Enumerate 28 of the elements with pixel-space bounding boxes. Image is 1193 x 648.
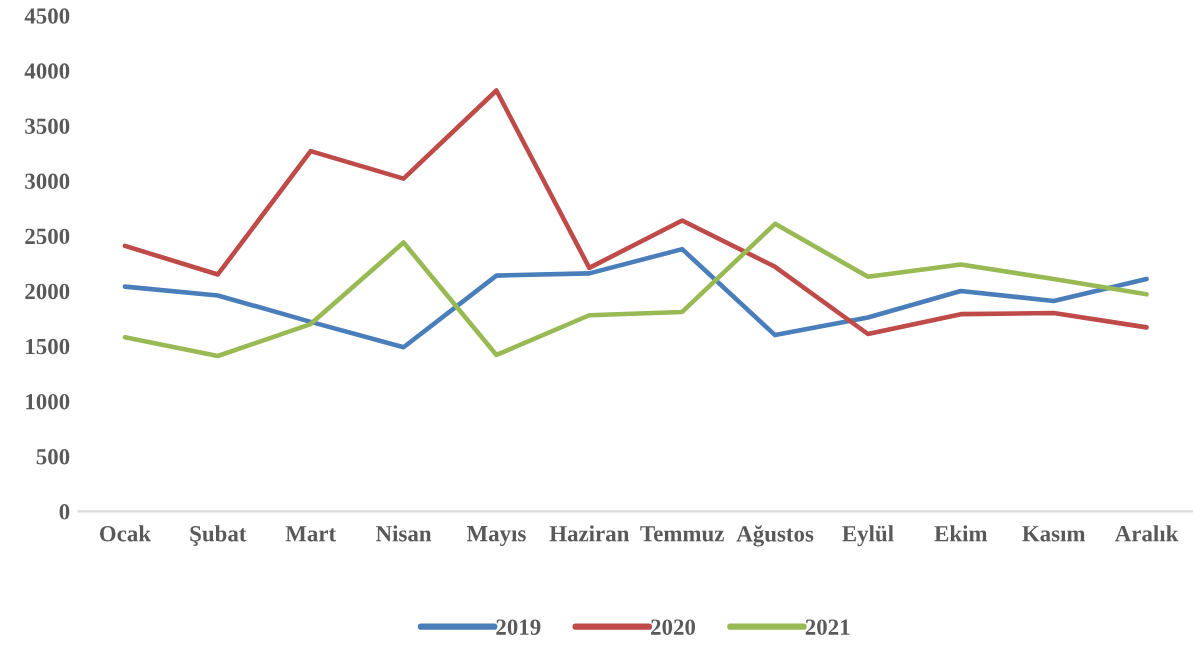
y-tick-label: 4500 [24,8,70,24]
line-series [122,246,1149,350]
y-tick-label: 3500 [25,118,70,134]
x-tick-label: Nisan [375,525,432,542]
y-tick-label: 0 [59,504,70,520]
x-tick-label: Ekim [934,525,988,542]
legend-label: 2019 [496,619,541,635]
x-tick-label: Haziran [549,525,630,542]
y-tick-label: 1500 [26,338,70,355]
y-tick-label: 4000 [24,63,70,79]
x-tick-label: Aralık [1114,525,1179,542]
x-tick-label: Eylül [842,525,894,547]
x-tick-label: Mart [285,526,337,542]
y-tick-label: 2000 [25,283,70,300]
x-tick-label: Şubat [190,525,247,546]
legend-label: 2020 [651,619,696,635]
line-series [122,221,1149,359]
legend-label: 2021 [805,619,850,635]
y-tick-label: 500 [36,449,70,465]
x-tick-label: Ağustos [736,525,814,547]
x-tick-label: Ocak [99,525,151,542]
x-tick-label: Kasım [1022,526,1086,542]
y-tick-label: 2500 [25,228,70,245]
y-tick-label: 3000 [25,173,70,190]
line-series [122,88,1149,337]
x-tick-label: Temmuz [640,526,724,542]
x-tick-label: Mayıs [466,526,526,547]
y-tick-label: 1000 [26,393,70,410]
